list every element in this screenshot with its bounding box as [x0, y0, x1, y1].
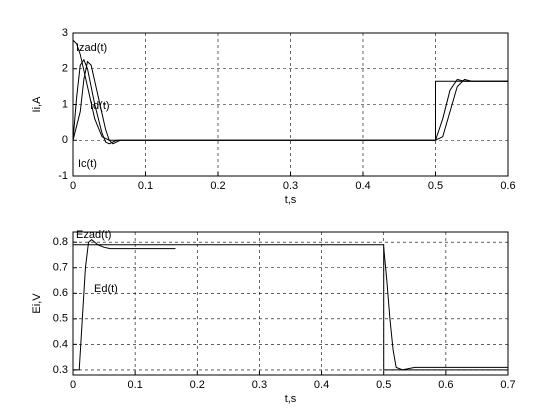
x-tick-label: 0.4: [314, 379, 329, 391]
y-tick-label: 0.5: [53, 313, 68, 325]
data-line: [72, 60, 508, 145]
annotation: Ic(t): [78, 158, 97, 170]
x-axis-label: t,s: [285, 393, 297, 405]
x-tick-label: 0.3: [252, 379, 267, 391]
annotation: Id(t): [90, 100, 110, 112]
x-tick-label: 0: [70, 379, 76, 391]
x-tick-label: 0.7: [500, 379, 515, 391]
data-line: [72, 58, 508, 145]
y-tick-label: 1: [62, 98, 68, 110]
annotation: Ezad(t): [76, 229, 111, 241]
plot-area: [73, 232, 508, 375]
x-tick-label: 0.2: [190, 379, 205, 391]
y-tick-label: 3: [62, 27, 68, 39]
y-tick-label: 0: [62, 134, 68, 146]
y-tick-label: 0.8: [53, 236, 68, 248]
y-tick-label: 2: [62, 63, 68, 75]
y-tick-label: 0.4: [53, 338, 68, 350]
annotation: Izad(t): [76, 42, 107, 54]
x-tick-label: 0.5: [428, 180, 443, 192]
y-tick-label: 0.3: [53, 364, 68, 376]
y-axis-label: Ei,V: [31, 293, 43, 314]
y-tick-label: -1: [58, 170, 68, 182]
data-line: [72, 39, 508, 141]
y-axis-label: Ii,A: [31, 96, 43, 113]
x-tick-label: 0.6: [438, 379, 453, 391]
y-tick-label: 0.6: [53, 287, 68, 299]
x-tick-label: 0: [70, 180, 76, 192]
x-tick-label: 0.6: [500, 180, 515, 192]
data-line: [73, 244, 508, 371]
x-tick-label: 0.1: [138, 180, 153, 192]
x-tick-label: 0.4: [355, 180, 370, 192]
x-tick-label: 0.5: [376, 379, 391, 391]
x-tick-label: 0.2: [210, 180, 225, 192]
x-tick-label: 0.1: [127, 379, 142, 391]
annotation: Ed(t): [94, 283, 118, 295]
x-tick-label: 0.3: [283, 180, 298, 192]
x-axis-label: t,s: [285, 194, 297, 206]
axes-box: [72, 231, 509, 376]
axes-box: [72, 32, 509, 177]
data-line: [73, 239, 508, 371]
y-tick-label: 0.7: [53, 262, 68, 274]
